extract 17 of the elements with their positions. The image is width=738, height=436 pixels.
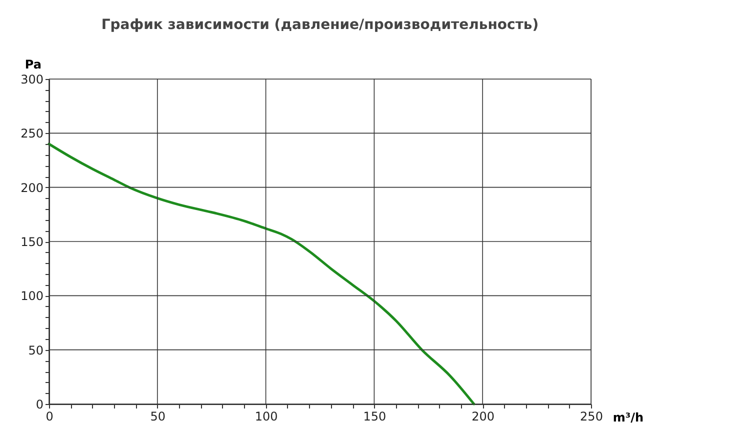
x-axis-title: m³/h <box>612 410 644 424</box>
y-tick-label: 200 <box>20 180 44 195</box>
line-series <box>48 142 476 406</box>
y-axis-title: Pa <box>24 58 42 72</box>
x-tick-label: 150 <box>363 410 386 424</box>
y-tick-label: 300 <box>20 72 44 86</box>
y-tick-label: 250 <box>20 126 44 141</box>
x-tick-label: 100 <box>254 410 278 424</box>
x-tick-label: 50 <box>150 410 166 424</box>
y-tick-label: 50 <box>28 343 44 358</box>
y-tick-label: 0 <box>36 398 44 412</box>
x-tick-label: 0 <box>46 410 54 424</box>
y-tick-label: 100 <box>20 289 44 304</box>
x-tick-label: 200 <box>472 410 495 424</box>
y-tick-label: 150 <box>20 235 44 249</box>
x-tick-label: 250 <box>580 410 603 424</box>
chart-title: График зависимости (давление/производительность) <box>101 17 539 33</box>
